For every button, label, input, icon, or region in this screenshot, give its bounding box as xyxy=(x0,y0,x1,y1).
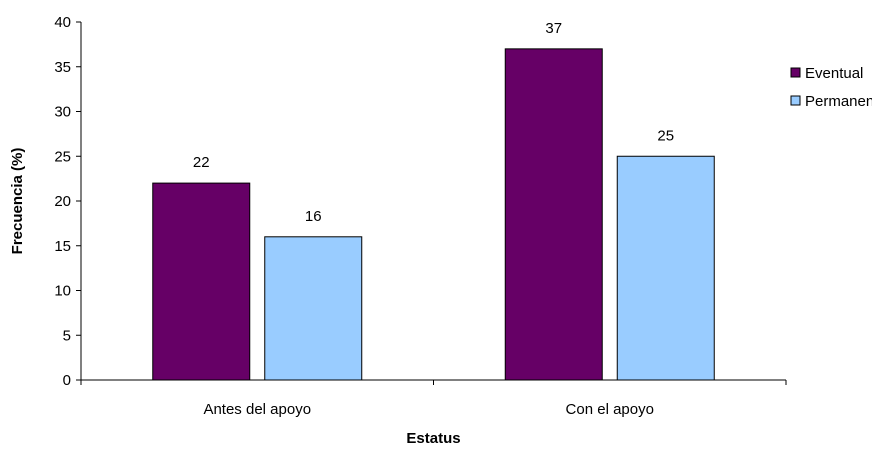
x-category-label: Con el apoyo xyxy=(566,401,654,418)
data-label: 37 xyxy=(545,20,562,37)
bar-eventual-1 xyxy=(152,182,251,381)
y-axis-ticks: 0 5 10 15 20 25 30 35 40 xyxy=(54,14,81,389)
legend-label: Permanente xyxy=(805,93,872,110)
x-category-label: Antes del apoyo xyxy=(203,401,311,418)
bars xyxy=(152,48,715,381)
y-axis-title: Frecuencia (%) xyxy=(9,148,26,255)
legend-label: Eventual xyxy=(805,65,863,82)
y-tick-label: 0 xyxy=(63,372,71,389)
data-labels: 22 16 37 25 xyxy=(193,20,674,225)
x-axis-title: Estatus xyxy=(406,430,460,447)
legend: Eventual Permanente xyxy=(790,65,872,110)
bar-eventual-2 xyxy=(504,48,603,381)
y-tick-label: 5 xyxy=(63,327,71,344)
y-tick-label: 35 xyxy=(54,59,71,76)
y-tick-label: 30 xyxy=(54,104,71,121)
y-tick-label: 20 xyxy=(54,193,71,210)
bar-permanente-1 xyxy=(264,236,363,381)
data-label: 16 xyxy=(305,208,322,225)
y-tick-label: 25 xyxy=(54,148,71,165)
legend-swatch-eventual xyxy=(790,67,801,78)
y-tick-label: 10 xyxy=(54,283,71,300)
y-tick-label: 40 xyxy=(54,14,71,31)
y-tick-label: 15 xyxy=(54,238,71,255)
data-label: 25 xyxy=(657,127,674,144)
data-label: 22 xyxy=(193,154,210,171)
x-axis-ticks: Antes del apoyo Con el apoyo xyxy=(80,380,787,418)
legend-swatch-permanente xyxy=(790,95,801,106)
bar-permanente-2 xyxy=(616,155,715,381)
plot-area: 0 5 10 15 20 25 30 35 40 Antes del apoyo Con el a… xyxy=(54,14,787,418)
